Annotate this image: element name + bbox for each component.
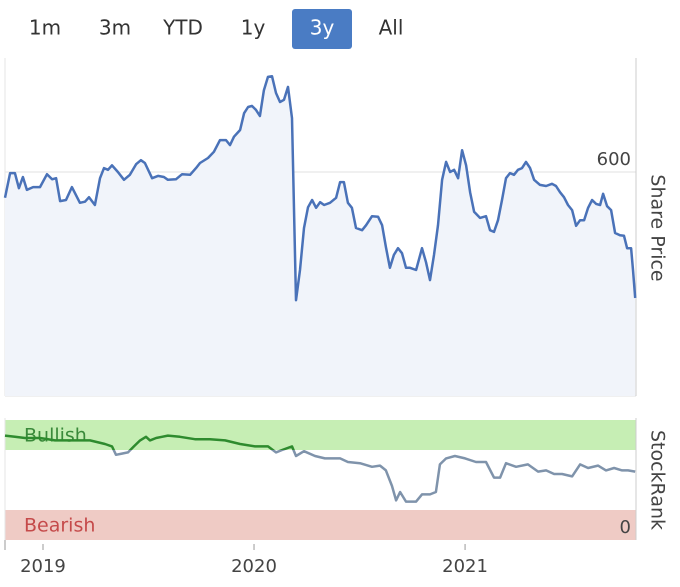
range-button[interactable]: 1y <box>241 16 266 40</box>
y-axis-title: Share Price <box>647 174 669 281</box>
range-button[interactable]: YTD <box>162 16 203 40</box>
range-button[interactable]: 1m <box>29 16 61 40</box>
band <box>5 510 636 540</box>
area <box>5 76 636 396</box>
y-tick-label: 0 <box>620 517 631 538</box>
range-button[interactable]: 3m <box>99 16 131 40</box>
line <box>3 74 637 302</box>
range-button[interactable]: 3y <box>310 16 335 40</box>
range-button-bg[interactable] <box>292 9 352 49</box>
band <box>5 420 636 450</box>
x-tick-label: 2019 <box>20 556 66 577</box>
band-label: Bearish <box>24 515 95 537</box>
band-label: Bullish <box>24 425 87 447</box>
x-tick-label: 2020 <box>231 556 277 577</box>
y-axis-title: StockRank <box>647 430 669 530</box>
y-tick-label: 600 <box>597 149 631 170</box>
line <box>4 434 636 503</box>
range-button[interactable]: All <box>379 16 404 40</box>
x-tick-label: 2021 <box>442 556 488 577</box>
